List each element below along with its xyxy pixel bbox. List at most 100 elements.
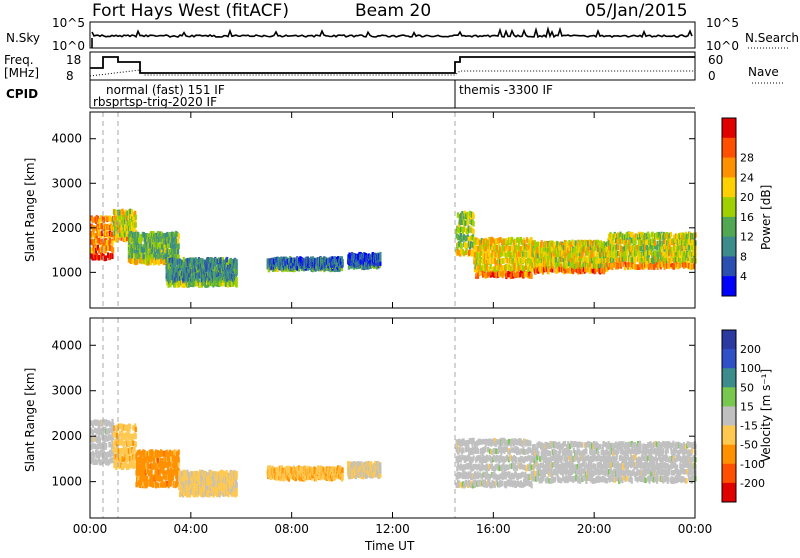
echo-cell-2 xyxy=(147,463,149,469)
echo-cell-0 xyxy=(91,443,93,449)
echo-cell-0 xyxy=(109,421,111,427)
echo-cell-1 xyxy=(135,434,137,440)
echo-cell-2 xyxy=(178,457,180,463)
echo-cell-7 xyxy=(495,260,497,266)
echo-cell-9 xyxy=(635,257,637,263)
nave-label: Nave xyxy=(748,65,779,79)
echo-cell-9 xyxy=(673,246,675,252)
echo-cell-2 xyxy=(157,483,159,489)
echo-cell-6 xyxy=(464,221,466,227)
echo-cell-1 xyxy=(132,441,134,447)
echo-cell-0 xyxy=(94,428,96,434)
echo-cell-8 xyxy=(537,253,539,259)
echo-cell-9 xyxy=(636,245,638,251)
echo-cell-7 xyxy=(531,273,533,279)
echo-cell-1 xyxy=(135,442,137,448)
nsearch-tick-bottom: 10^0 xyxy=(706,39,739,53)
echo-cell-7 xyxy=(518,239,520,245)
echo-cell-9 xyxy=(648,234,650,240)
echo-cell-7 xyxy=(496,245,498,251)
echo-cell-1 xyxy=(134,454,136,460)
echo-cell-9 xyxy=(654,241,656,247)
colorbar-segment xyxy=(722,158,736,178)
echo-cell-8 xyxy=(565,253,567,258)
echo-cell-7 xyxy=(476,252,478,257)
echo-cell-6 xyxy=(457,212,459,218)
echo-cell-1 xyxy=(135,427,137,433)
echo-cell-3 xyxy=(236,259,238,265)
y-tick-label: 4000 xyxy=(51,132,82,146)
colorbar-segment xyxy=(722,197,736,217)
echo-cell-2 xyxy=(156,482,158,488)
nave-tick-bottom: 0 xyxy=(708,69,716,83)
echo-cell-1 xyxy=(124,225,126,231)
freq-series xyxy=(90,57,695,73)
beam-label: Beam 20 xyxy=(355,1,431,21)
echo-cell-8 xyxy=(594,251,596,256)
echo-cell-1 xyxy=(123,441,125,447)
colorbar-tick-label: 8 xyxy=(740,250,747,263)
echo-cell-6 xyxy=(473,214,475,220)
echo-cell-2 xyxy=(178,450,180,456)
cpid-row: CPID normal (fast) 151 IF rbsprtsp-trig-… xyxy=(6,80,695,109)
echo-cell-3 xyxy=(231,492,233,498)
echo-cell-3 xyxy=(186,258,188,264)
echo-cell-6 xyxy=(457,234,459,240)
cpid-program-1: rbsprtsp-trig-2020 IF xyxy=(93,95,217,109)
echo-cell-3 xyxy=(236,471,238,477)
echo-cell-6 xyxy=(473,221,475,227)
echo-cell-6 xyxy=(463,227,465,233)
echo-cell-0 xyxy=(111,254,113,260)
colorbar-segment xyxy=(722,138,736,158)
echo-cell-9 xyxy=(617,245,619,251)
echo-cell-9 xyxy=(645,240,647,246)
echo-cell-3 xyxy=(226,257,228,263)
echo-cell-1 xyxy=(135,215,137,221)
echo-cell-0 xyxy=(105,255,107,261)
nsearch-tick-top: 10^5 xyxy=(706,16,739,30)
echo-cell-2 xyxy=(178,233,180,239)
echo-cell-7 xyxy=(492,238,494,244)
echo-cell-2 xyxy=(146,476,148,482)
freq-tick-bottom: 8 xyxy=(66,69,74,83)
colorbar-tick-label: 24 xyxy=(740,171,754,184)
echo-cell-0 xyxy=(111,232,113,238)
echo-cell-2 xyxy=(145,458,147,464)
echo-cell-0 xyxy=(95,239,97,245)
echo-cell-9 xyxy=(670,232,672,238)
echo-cell-9 xyxy=(672,252,674,258)
echo-cell-1 xyxy=(129,424,131,430)
echo-cell-8 xyxy=(541,240,543,246)
colorbar-tick-label: 4 xyxy=(740,270,747,283)
echo-cell-1 xyxy=(134,447,136,453)
colorbar-tick-label: 28 xyxy=(740,152,754,165)
echo-cell-6 xyxy=(466,248,468,254)
echo-cell-9 xyxy=(619,239,621,245)
echo-cell-9 xyxy=(691,245,693,251)
echo-cell-4 xyxy=(342,259,344,265)
echo-cell-6 xyxy=(467,220,469,226)
echo-cell-0 xyxy=(109,238,111,244)
echo-cell-0 xyxy=(96,460,98,466)
echo-cell-0 xyxy=(92,430,94,436)
echo-cell-2 xyxy=(177,249,179,255)
echo-cell-7 xyxy=(488,259,490,265)
colorbar-segment xyxy=(722,237,736,257)
colorbar-segment xyxy=(722,217,736,237)
echo-cell-9 xyxy=(652,232,654,238)
echo-cell-7 xyxy=(503,258,505,264)
echo-cell-2 xyxy=(177,238,179,244)
echo-cell-3 xyxy=(183,257,185,263)
nsky-series xyxy=(92,29,692,37)
echo-cell-1 xyxy=(115,211,117,217)
colorbar-tick-label: 12 xyxy=(740,231,754,244)
echo-cell-9 xyxy=(636,265,638,271)
colorbar-segment xyxy=(722,276,736,296)
echo-cell-5 xyxy=(379,252,381,258)
y-tick-label: 2000 xyxy=(51,221,82,235)
nsky-panel: N.Sky N.Search 10^5 10^0 10^5 10^0 xyxy=(6,16,799,53)
echo-cell-8 xyxy=(575,240,577,246)
